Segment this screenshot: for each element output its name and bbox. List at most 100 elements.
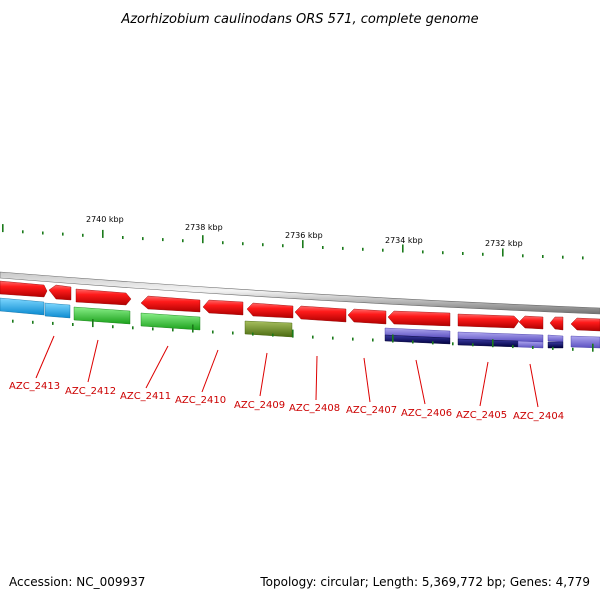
- leader-line: [259, 352, 268, 397]
- gene-arrow[interactable]: [48, 284, 72, 301]
- feature-bar-lavender[interactable]: [517, 340, 544, 349]
- gene-arrow[interactable]: [0, 280, 48, 298]
- minor-tick: [122, 236, 124, 239]
- leader-line: [87, 339, 99, 383]
- gene-arrow[interactable]: [75, 288, 132, 306]
- gene-arrow[interactable]: [140, 295, 201, 313]
- gene-arrow[interactable]: [518, 315, 544, 330]
- minor-tick: [432, 341, 434, 345]
- gene-arrow[interactable]: [347, 308, 387, 325]
- major-tick: [592, 343, 594, 352]
- minor-tick: [62, 232, 64, 236]
- gene-label[interactable]: AZC_2404: [513, 411, 564, 422]
- leader-line: [145, 345, 169, 389]
- minor-tick: [462, 252, 464, 255]
- minor-tick: [22, 230, 24, 234]
- genome-backbone: [0, 271, 600, 315]
- minor-tick: [142, 237, 144, 241]
- map-title: Azorhizobium caulinodans ORS 571, comple…: [120, 12, 478, 27]
- gene-label[interactable]: AZC_2410: [175, 395, 226, 406]
- feature-bar-cyan[interactable]: [0, 297, 45, 316]
- feature-bar-navy[interactable]: [384, 334, 451, 345]
- minor-tick: [532, 346, 534, 349]
- gene-arrow[interactable]: [457, 313, 520, 329]
- gene-arrow[interactable]: [294, 305, 347, 323]
- minor-tick: [232, 331, 234, 335]
- feature-bar-cyan[interactable]: [44, 302, 71, 319]
- gene-arrow[interactable]: [202, 299, 244, 316]
- leader-line: [363, 357, 371, 403]
- gene-arrow[interactable]: [570, 317, 600, 332]
- genome-summary-text: Topology: circular; Length: 5,369,772 bp…: [259, 575, 590, 589]
- minor-tick: [342, 246, 344, 250]
- minor-tick: [212, 330, 214, 334]
- feature-bar-green[interactable]: [140, 312, 201, 331]
- major-tick: [192, 324, 194, 333]
- feature-bar-lavender[interactable]: [570, 335, 600, 349]
- minor-tick: [422, 250, 424, 254]
- scale-labels: 2740 kbp 2738 kbp 2736 kbp 2734 kbp 2732…: [86, 215, 523, 248]
- minor-tick: [112, 325, 114, 329]
- major-tick: [492, 339, 494, 348]
- gene-label[interactable]: AZC_2411: [120, 391, 171, 402]
- minor-tick: [572, 347, 574, 351]
- scale-label: 2740 kbp: [86, 215, 124, 224]
- minor-tick: [132, 326, 134, 330]
- leader-line: [315, 355, 318, 401]
- gene-arrow[interactable]: [387, 310, 451, 327]
- minor-tick: [32, 320, 34, 324]
- gene-labels: AZC_2413 AZC_2412 AZC_2411 AZC_2410 AZC_…: [9, 381, 564, 422]
- feature-bar-lavender[interactable]: [547, 334, 564, 343]
- feature-bar-navy[interactable]: [547, 341, 564, 349]
- minor-tick: [542, 255, 544, 258]
- feature-bar-green[interactable]: [73, 306, 131, 325]
- leader-line: [529, 363, 539, 408]
- gene-label[interactable]: AZC_2405: [456, 410, 507, 421]
- leader-line: [415, 359, 426, 405]
- minor-tick: [262, 243, 264, 247]
- major-tick: [92, 319, 94, 328]
- label-leaders: [35, 335, 539, 408]
- minor-tick: [482, 252, 484, 256]
- gene-label[interactable]: AZC_2406: [401, 408, 452, 419]
- gene-arrow[interactable]: [246, 302, 294, 319]
- major-tick: [502, 248, 504, 257]
- scale-ticks-outer: [2, 224, 584, 260]
- minor-tick: [562, 255, 564, 259]
- major-tick: [302, 240, 304, 249]
- gene-label[interactable]: AZC_2407: [346, 405, 397, 416]
- gene-label[interactable]: AZC_2409: [234, 400, 285, 411]
- minor-tick: [442, 251, 444, 255]
- minor-tick: [472, 343, 474, 347]
- gene-label[interactable]: AZC_2413: [9, 381, 60, 392]
- gene-label[interactable]: AZC_2412: [65, 386, 116, 397]
- minor-tick: [152, 327, 154, 331]
- scale-label: 2738 kbp: [185, 223, 223, 232]
- minor-tick: [222, 241, 224, 245]
- leader-line: [35, 335, 55, 379]
- minor-tick: [322, 246, 324, 249]
- minor-tick: [172, 328, 174, 332]
- minor-tick: [252, 332, 254, 336]
- minor-tick: [312, 335, 314, 339]
- minor-tick: [552, 346, 554, 350]
- major-tick: [2, 224, 4, 233]
- scale-label: 2736 kbp: [285, 231, 323, 240]
- major-tick: [402, 244, 404, 253]
- inner-features: [0, 297, 600, 349]
- gene-label[interactable]: AZC_2408: [289, 403, 340, 414]
- minor-tick: [382, 248, 384, 252]
- leader-line: [201, 349, 219, 393]
- minor-tick: [352, 337, 354, 341]
- minor-tick: [82, 233, 84, 237]
- minor-tick: [412, 340, 414, 344]
- gene-arrow[interactable]: [549, 316, 564, 331]
- minor-tick: [182, 239, 184, 243]
- major-tick: [292, 329, 294, 338]
- minor-tick: [162, 238, 164, 242]
- minor-tick: [282, 244, 284, 248]
- minor-tick: [72, 323, 74, 326]
- scale-label: 2732 kbp: [485, 239, 523, 248]
- minor-tick: [42, 231, 44, 235]
